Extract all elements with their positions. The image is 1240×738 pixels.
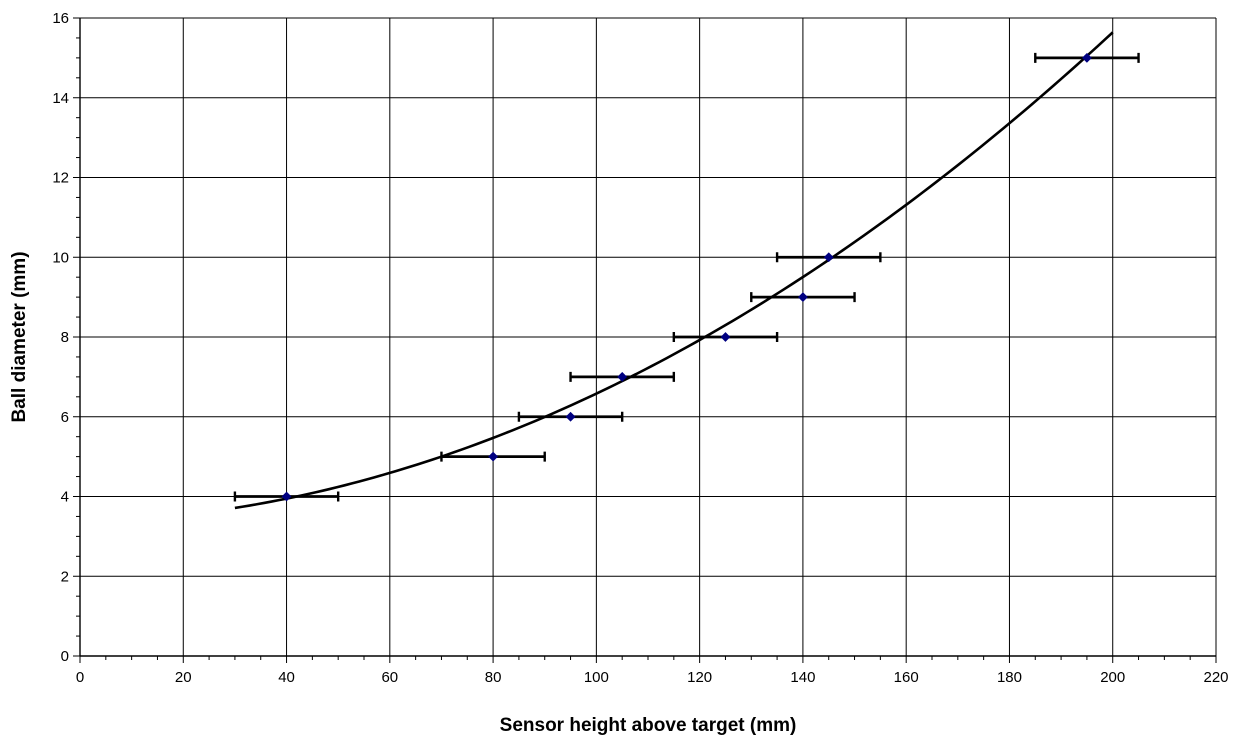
x-tick-label: 160 <box>894 669 919 686</box>
x-tick-label: 180 <box>997 669 1022 686</box>
data-point <box>565 411 576 422</box>
x-tick-label: 200 <box>1100 669 1125 686</box>
data-point <box>488 451 499 462</box>
data-point <box>1081 52 1092 63</box>
y-tick-label: 12 <box>52 170 69 187</box>
x-tick-label: 220 <box>1203 669 1228 686</box>
x-tick-label: 120 <box>687 669 712 686</box>
y-tick-label: 14 <box>52 90 69 107</box>
x-tick-labels: 0 20 40 60 80 100 120 140 160 180 200 220 <box>76 669 1229 686</box>
trendline-curve <box>234 31 1114 510</box>
y-tick-label: 10 <box>52 249 69 266</box>
x-tick-label: 80 <box>485 669 502 686</box>
x-tick-label: 140 <box>790 669 815 686</box>
y-tick-label: 8 <box>61 329 69 346</box>
data-point <box>617 371 628 382</box>
x-tick-label: 60 <box>381 669 398 686</box>
y-tick-labels: 0 2 4 6 8 10 12 14 16 <box>52 10 69 665</box>
data-point <box>720 332 731 342</box>
y-tick-label: 2 <box>61 568 69 585</box>
y-tick-label: 6 <box>61 409 69 426</box>
x-tick-label: 100 <box>584 669 609 686</box>
ticks <box>73 17 1217 663</box>
data-point <box>797 292 808 303</box>
x-tick-label: 20 <box>175 669 192 686</box>
y-tick-label: 0 <box>61 648 69 665</box>
data-point <box>823 252 834 263</box>
x-axis-title: Sensor height above target (mm) <box>500 715 797 736</box>
x-tick-label: 40 <box>278 669 295 686</box>
y-tick-label: 16 <box>52 10 69 27</box>
trendline <box>234 31 1114 510</box>
data-points <box>281 52 1092 502</box>
x-tick-label: 0 <box>76 669 84 686</box>
y-axis-title: Ball diameter (mm) <box>9 251 30 422</box>
data-point <box>281 491 292 502</box>
y-tick-label: 4 <box>61 489 69 506</box>
